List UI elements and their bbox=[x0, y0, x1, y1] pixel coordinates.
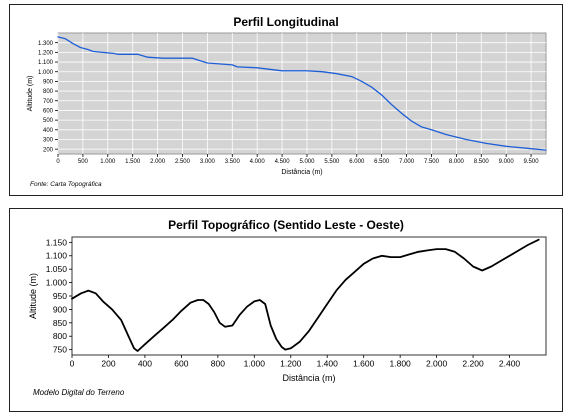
y-tick-label: 900 bbox=[43, 80, 54, 86]
x-tick-label: 1.500 bbox=[125, 159, 141, 165]
y-tick-label: 200 bbox=[43, 147, 54, 153]
y-tick-label: 950 bbox=[53, 291, 67, 301]
x-tick-label: 2.400 bbox=[499, 359, 521, 369]
y-tick-label: 600 bbox=[43, 109, 54, 115]
y-axis-label: Altitude (m) bbox=[27, 76, 34, 112]
y-tick-label: 500 bbox=[43, 118, 54, 124]
y-tick-label: 800 bbox=[43, 89, 54, 95]
x-tick-label: 1.000 bbox=[100, 159, 116, 165]
plot-area bbox=[71, 236, 547, 356]
x-tick-label: 0 bbox=[56, 159, 60, 165]
y-tick-label: 750 bbox=[53, 345, 67, 355]
y-tick-label: 300 bbox=[43, 138, 54, 144]
y-tick-label: 1.150 bbox=[46, 237, 68, 247]
y-tick-label: 1.200 bbox=[38, 50, 54, 56]
y-tick-label: 900 bbox=[53, 304, 67, 314]
x-tick-label: 9.500 bbox=[524, 159, 540, 165]
x-tick-label: 2.200 bbox=[462, 359, 484, 369]
x-tick-label: 1.400 bbox=[317, 359, 339, 369]
x-tick-label: 3.000 bbox=[200, 159, 216, 165]
x-tick-label: 5.000 bbox=[299, 159, 315, 165]
x-tick-label: 7.500 bbox=[424, 159, 440, 165]
x-tick-label: 1.600 bbox=[353, 359, 375, 369]
y-tick-label: 800 bbox=[53, 331, 67, 341]
x-tick-label: 6.000 bbox=[349, 159, 365, 165]
y-tick-label: 1.000 bbox=[38, 70, 54, 76]
longitudinal-chart-title: Perfil Longitudinal bbox=[233, 15, 339, 29]
x-tick-label: 8.000 bbox=[449, 159, 465, 165]
profile-line bbox=[71, 238, 540, 352]
x-tick-label: 800 bbox=[211, 359, 225, 369]
y-tick-label: 1.100 bbox=[38, 60, 54, 66]
x-tick-label: 1.000 bbox=[244, 359, 266, 369]
x-tick-label: 4.500 bbox=[275, 159, 291, 165]
topographic-profile-panel: Perfil Topográfico (Sentido Leste - Oest… bbox=[9, 208, 563, 412]
x-tick-label: 1.800 bbox=[390, 359, 412, 369]
y-tick-label: 1.000 bbox=[46, 278, 68, 288]
topographic-chart-title: Perfil Topográfico (Sentido Leste - Oest… bbox=[168, 218, 404, 232]
y-tick-label: 1.050 bbox=[46, 264, 68, 274]
longitudinal-profile-panel: Perfil Longitudinal 0 500 1.000 1.500 2.000 2… bbox=[9, 4, 563, 196]
x-tick-label: 600 bbox=[174, 359, 188, 369]
y-axis-label: Altitude (m) bbox=[28, 273, 38, 319]
x-tick-label: 9.000 bbox=[499, 159, 515, 165]
x-tick-label: 6.500 bbox=[374, 159, 390, 165]
plot-area bbox=[57, 32, 547, 155]
x-axis-label: Distância (m) bbox=[282, 373, 335, 383]
longitudinal-source-note: Fonte: Carta Topográfica bbox=[30, 181, 102, 188]
x-tick-label: 2.000 bbox=[426, 359, 448, 369]
x-tick-label: 500 bbox=[78, 159, 89, 165]
y-tick-label: 700 bbox=[43, 99, 54, 105]
x-tick-label: 400 bbox=[138, 359, 152, 369]
y-tick-label: 1.100 bbox=[46, 251, 68, 261]
x-tick-label: 0 bbox=[70, 359, 75, 369]
x-tick-label: 2.500 bbox=[175, 159, 191, 165]
x-tick-label: 4.000 bbox=[250, 159, 266, 165]
x-axis-label: Distância (m) bbox=[281, 169, 322, 176]
x-tick-label: 2.000 bbox=[150, 159, 166, 165]
x-tick-label: 200 bbox=[101, 359, 115, 369]
y-tick-label: 400 bbox=[43, 128, 54, 134]
x-tick-label: 5.500 bbox=[324, 159, 340, 165]
topographic-profile-chart: 0 200 400 600 800 1.000 1.200 1.400 1.600 1.800 2.… bbox=[28, 236, 547, 383]
x-tick-label: 8.500 bbox=[474, 159, 490, 165]
longitudinal-profile-chart: 0 500 1.000 1.500 2.000 2.500 3.000 3.500 4.000 4… bbox=[27, 32, 547, 176]
x-tick-label: 3.500 bbox=[225, 159, 241, 165]
topographic-source-note: Modelo Digital do Terreno bbox=[33, 388, 125, 397]
y-tick-label: 1.300 bbox=[38, 41, 54, 47]
x-tick-label: 7.000 bbox=[399, 159, 415, 165]
y-tick-label: 850 bbox=[53, 318, 67, 328]
profile-line bbox=[57, 36, 547, 151]
x-tick-label: 1.200 bbox=[280, 359, 302, 369]
